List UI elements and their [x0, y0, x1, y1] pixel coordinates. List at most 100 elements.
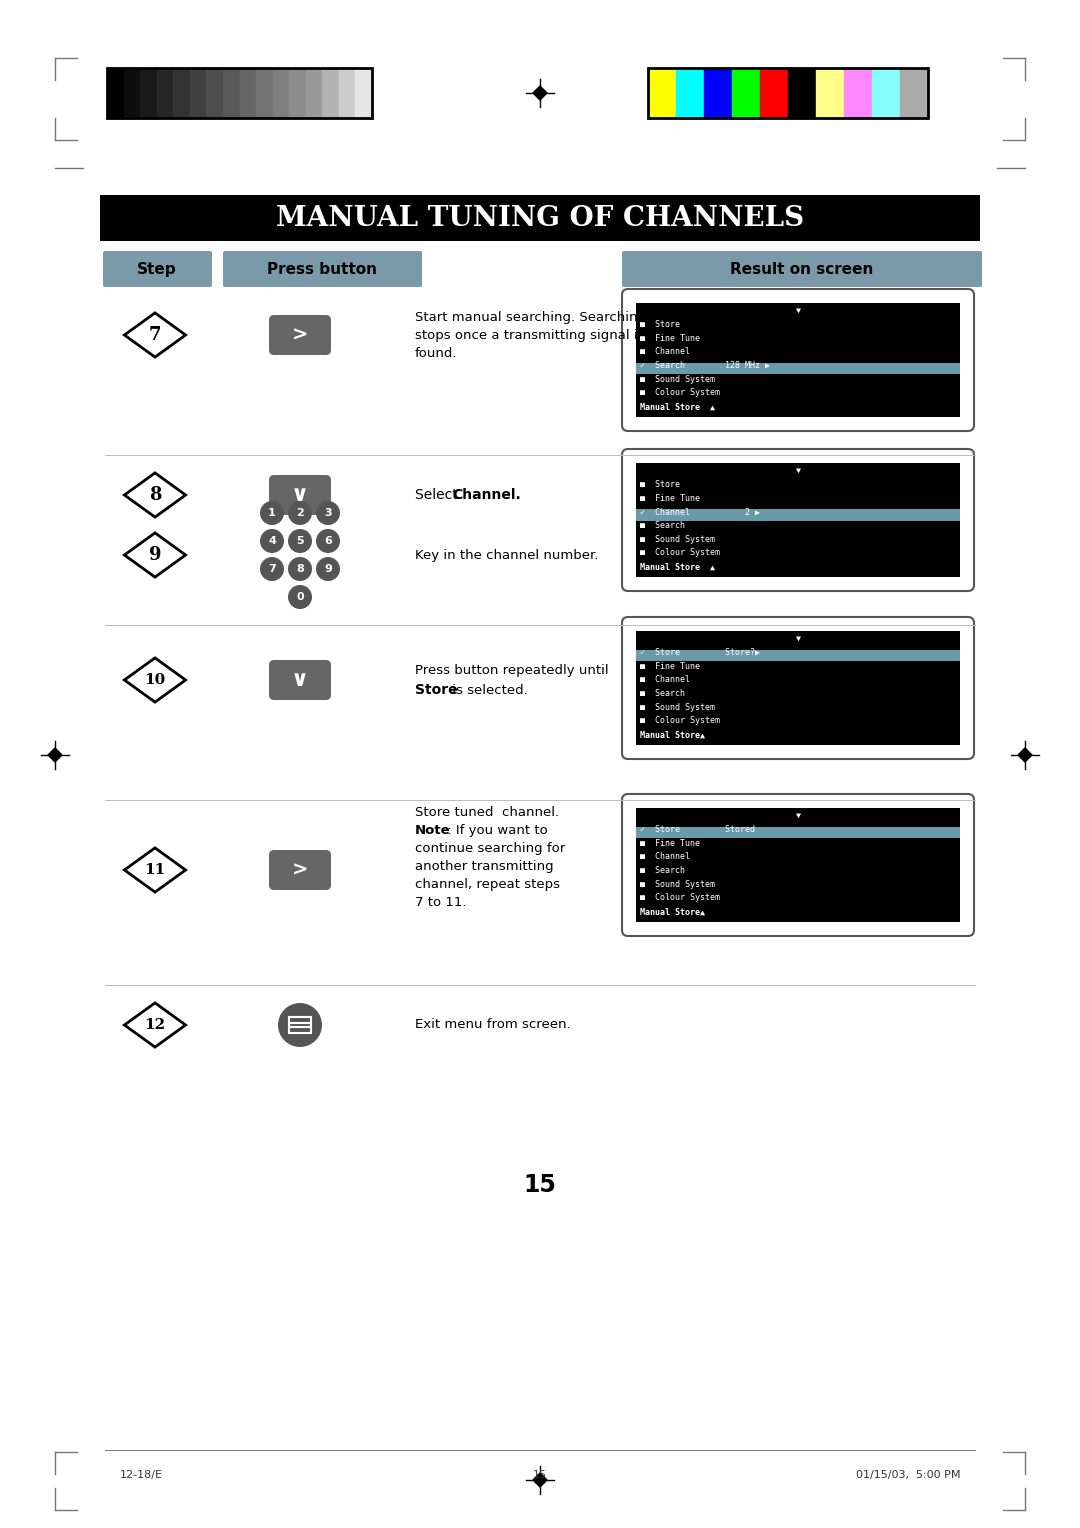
Bar — [636, 908, 960, 921]
Text: 6: 6 — [324, 536, 332, 545]
Bar — [900, 69, 928, 118]
Text: 7: 7 — [149, 325, 161, 344]
Text: 1: 1 — [268, 507, 275, 518]
Text: ■  Fine Tune: ■ Fine Tune — [640, 494, 700, 503]
Text: ■  Fine Tune: ■ Fine Tune — [640, 662, 700, 671]
Bar — [157, 69, 173, 118]
Text: ✓  Store         Store?▶: ✓ Store Store?▶ — [640, 648, 760, 657]
FancyBboxPatch shape — [269, 850, 330, 889]
Bar — [676, 69, 704, 118]
Text: 7 to 11.: 7 to 11. — [415, 895, 467, 909]
Text: ■  Search: ■ Search — [640, 866, 685, 876]
Bar — [289, 1018, 311, 1033]
Bar — [636, 649, 960, 662]
FancyBboxPatch shape — [622, 251, 982, 287]
Text: 10: 10 — [145, 672, 165, 688]
Text: Exit menu from screen.: Exit menu from screen. — [415, 1019, 570, 1031]
Text: 15: 15 — [524, 1174, 556, 1196]
Text: ■  Channel: ■ Channel — [640, 675, 690, 685]
Circle shape — [278, 1002, 322, 1047]
Bar — [636, 303, 960, 417]
Text: stops once a transmitting signal is: stops once a transmitting signal is — [415, 329, 645, 341]
Text: ■  Colour System: ■ Colour System — [640, 388, 720, 397]
Bar — [636, 813, 960, 825]
Bar — [636, 564, 960, 576]
Bar — [140, 69, 157, 118]
Text: ■  Store: ■ Store — [640, 319, 680, 329]
Bar — [636, 403, 960, 416]
Text: 7: 7 — [268, 564, 275, 575]
Bar — [173, 69, 190, 118]
Text: Press button: Press button — [267, 261, 377, 277]
Text: Store: Store — [415, 683, 458, 697]
Text: ■  Search: ■ Search — [640, 521, 685, 530]
Bar — [123, 69, 140, 118]
Text: Result on screen: Result on screen — [730, 261, 874, 277]
Bar — [636, 463, 960, 578]
Bar — [190, 69, 206, 118]
Text: ▼: ▼ — [796, 466, 800, 475]
Text: 2: 2 — [296, 507, 303, 518]
Text: ■  Colour System: ■ Colour System — [640, 549, 720, 558]
Circle shape — [316, 529, 340, 553]
Bar — [704, 69, 732, 118]
Bar — [107, 69, 372, 118]
Text: ■  Channel: ■ Channel — [640, 347, 690, 356]
Bar — [636, 307, 960, 321]
Text: 12-18/E: 12-18/E — [120, 1470, 163, 1481]
Text: Start manual searching. Searching: Start manual searching. Searching — [415, 310, 646, 324]
Text: ■  Sound System: ■ Sound System — [640, 374, 715, 384]
Text: Channel.: Channel. — [453, 487, 521, 503]
Text: ■  Fine Tune: ■ Fine Tune — [640, 839, 700, 848]
Text: ■  Colour System: ■ Colour System — [640, 894, 720, 903]
Text: Manual Store  ▲: Manual Store ▲ — [640, 402, 715, 411]
Text: Key in the channel number.: Key in the channel number. — [415, 549, 598, 561]
Bar — [636, 509, 960, 521]
Circle shape — [260, 558, 284, 581]
Text: ■  Store: ■ Store — [640, 480, 680, 489]
Text: Select: Select — [415, 487, 462, 503]
Text: ∨: ∨ — [291, 484, 309, 504]
Bar — [636, 631, 960, 746]
Bar — [222, 69, 240, 118]
Text: another transmitting: another transmitting — [415, 859, 554, 872]
Text: ✓  Channel           2 ▶: ✓ Channel 2 ▶ — [640, 507, 760, 516]
Bar — [289, 69, 306, 118]
Text: 01/15/03,  5:00 PM: 01/15/03, 5:00 PM — [855, 1470, 960, 1481]
Text: Store tuned  channel.: Store tuned channel. — [415, 805, 559, 819]
Text: >: > — [292, 325, 308, 344]
Text: ▼: ▼ — [796, 306, 800, 315]
FancyBboxPatch shape — [622, 617, 974, 759]
Bar — [636, 468, 960, 480]
Bar — [355, 69, 372, 118]
Text: 0: 0 — [296, 591, 303, 602]
Polygon shape — [534, 1473, 546, 1487]
Text: Step: Step — [137, 261, 177, 277]
Bar — [636, 808, 960, 921]
Text: 15: 15 — [534, 1470, 546, 1481]
FancyBboxPatch shape — [269, 660, 330, 700]
Bar — [306, 69, 322, 118]
Bar — [648, 69, 676, 118]
Bar — [636, 827, 960, 839]
Text: ■  Channel: ■ Channel — [640, 853, 690, 862]
Text: ■  Sound System: ■ Sound System — [640, 535, 715, 544]
Bar — [732, 69, 760, 118]
Polygon shape — [48, 749, 62, 762]
Circle shape — [288, 501, 312, 526]
Text: 8: 8 — [149, 486, 161, 504]
Bar — [107, 69, 123, 118]
Bar — [206, 69, 222, 118]
Text: 5: 5 — [296, 536, 303, 545]
Text: Note: Note — [415, 824, 450, 836]
FancyBboxPatch shape — [622, 449, 974, 591]
Text: 3: 3 — [324, 507, 332, 518]
Text: 8: 8 — [296, 564, 303, 575]
Circle shape — [260, 529, 284, 553]
Text: Press button repeatedly until: Press button repeatedly until — [415, 663, 609, 677]
Circle shape — [316, 501, 340, 526]
Bar — [322, 69, 339, 118]
Polygon shape — [1018, 749, 1032, 762]
Text: Manual Store▲: Manual Store▲ — [640, 908, 705, 917]
Text: is selected.: is selected. — [448, 683, 528, 697]
